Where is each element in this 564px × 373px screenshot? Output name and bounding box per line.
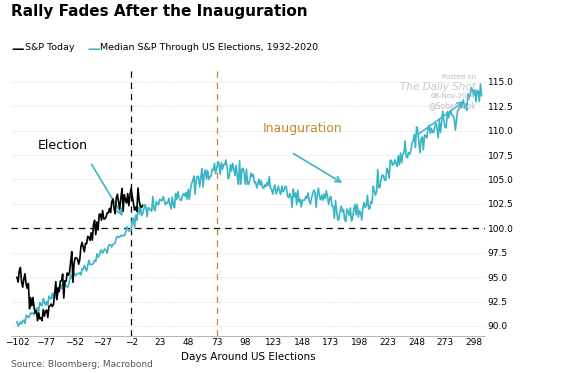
Text: —: — <box>87 43 100 56</box>
Text: —: — <box>11 43 24 56</box>
Text: Inauguration: Inauguration <box>262 122 342 135</box>
Text: @SoberLook: @SoberLook <box>428 101 476 110</box>
Text: The Daily Shot: The Daily Shot <box>400 82 476 92</box>
X-axis label: Days Around US Elections: Days Around US Elections <box>181 352 315 362</box>
Text: Median S&P Through US Elections, 1932-2020: Median S&P Through US Elections, 1932-20… <box>100 43 319 52</box>
Text: 08-Nov-2024: 08-Nov-2024 <box>431 93 476 98</box>
Text: Source: Bloomberg; Macrobond: Source: Bloomberg; Macrobond <box>11 360 153 369</box>
Text: S&P Today: S&P Today <box>25 43 75 52</box>
Text: Posted on: Posted on <box>442 74 476 80</box>
Text: Rally Fades After the Inauguration: Rally Fades After the Inauguration <box>11 4 308 19</box>
Text: Election: Election <box>38 139 87 152</box>
